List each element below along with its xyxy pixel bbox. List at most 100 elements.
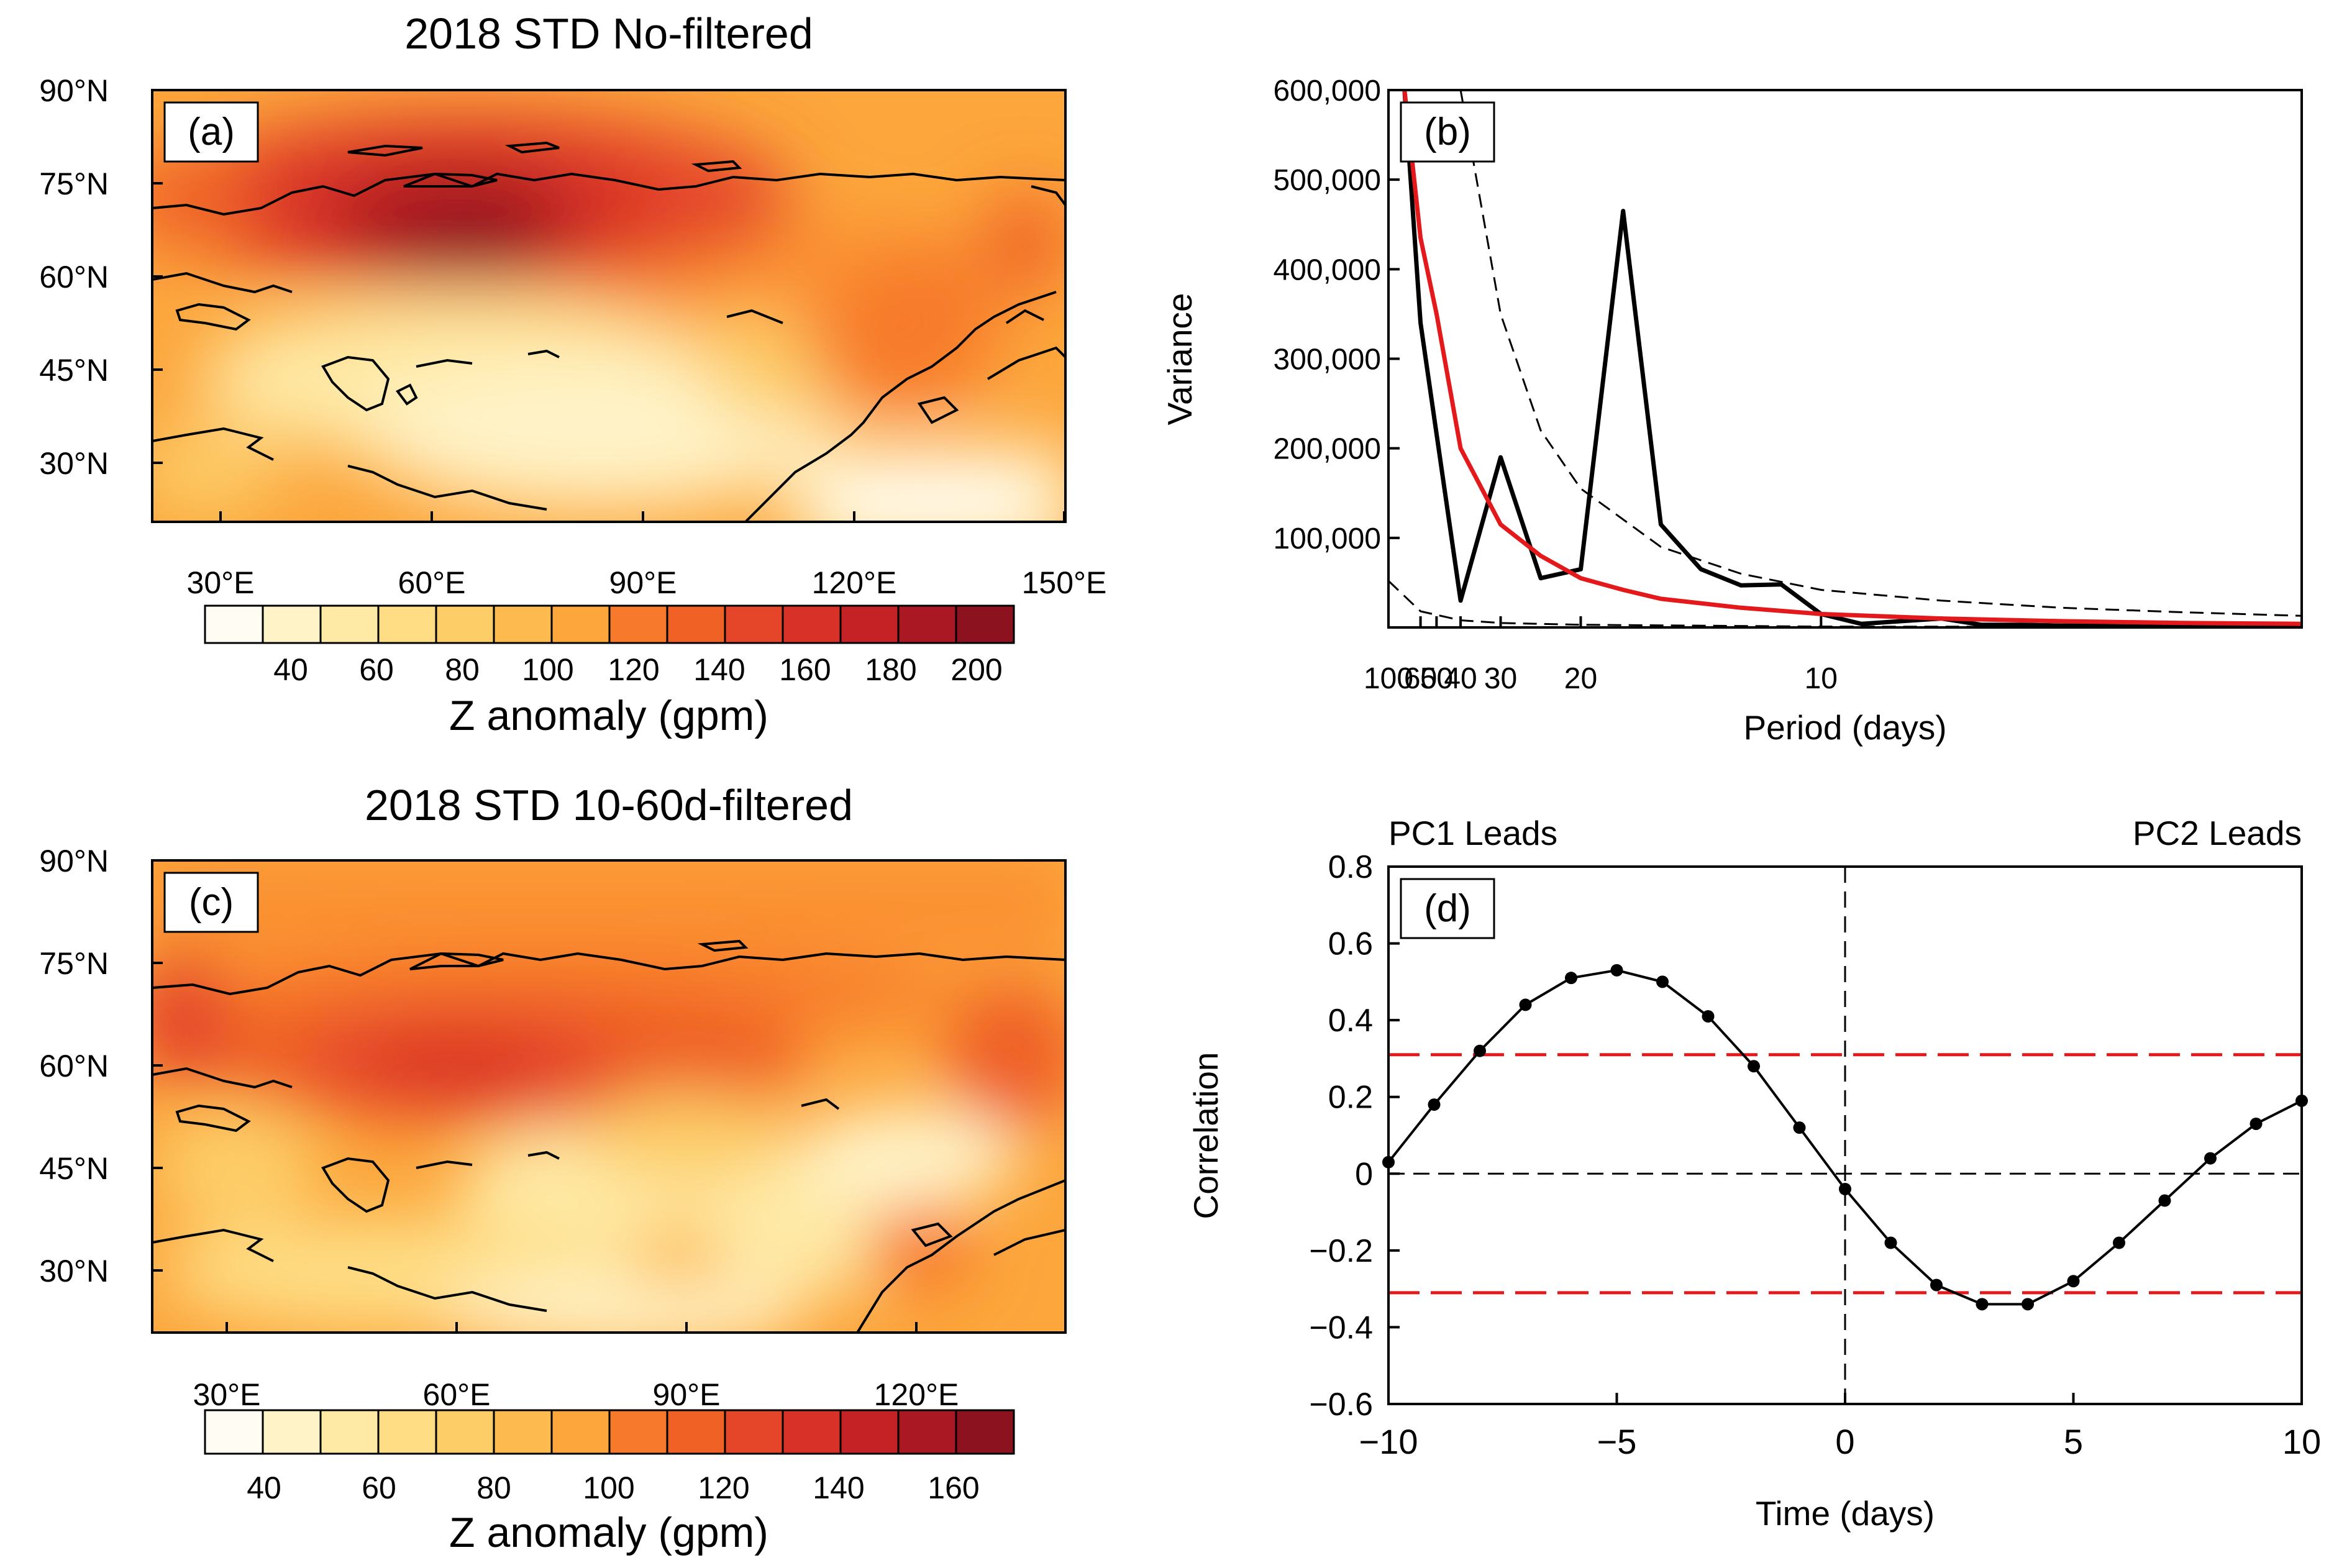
lon-tick: 90°E: [653, 1377, 721, 1412]
lat-tick: 30°N: [39, 446, 109, 481]
panel-a: 2018 STD No-filtered: [39, 9, 1106, 739]
correlation-point: [2250, 1117, 2263, 1130]
x-tick-label: 100: [1364, 662, 1413, 695]
x-tick-label: 30: [1484, 662, 1517, 695]
series-upper-bound: [1459, 90, 2302, 617]
series-red-noise: [1402, 90, 2302, 626]
colorbar-tick: 80: [445, 652, 480, 687]
y-tick-label: 0.6: [1328, 926, 1373, 962]
lat-tick: 60°N: [39, 260, 109, 294]
colorbar-swatch: [204, 604, 264, 644]
panel-c-title: 2018 STD 10-60d-filtered: [365, 781, 853, 829]
y-tick-label: 100,000: [1273, 522, 1381, 555]
y-tick-label: 0.8: [1328, 849, 1373, 885]
colorbar-swatch: [955, 604, 1015, 644]
correlation-point: [2158, 1194, 2171, 1207]
correlation-point: [1565, 972, 1577, 985]
panel-a-map: [152, 90, 1065, 522]
y-tick-label: 200,000: [1273, 433, 1381, 466]
x-tick-label: 50: [1420, 662, 1453, 695]
colorbar-swatch: [435, 1409, 495, 1455]
panel-a-coastlines: [152, 141, 1065, 522]
series-spectrum: [1402, 90, 2302, 627]
panel-a-frame: [151, 89, 1067, 523]
correlation-point: [1702, 1010, 1715, 1023]
y-tick-label: −0.2: [1309, 1233, 1373, 1269]
correlation-point: [2113, 1236, 2125, 1249]
correlation-point: [1610, 964, 1623, 977]
y-tick-label: 0.2: [1328, 1080, 1373, 1116]
panel-a-label-box: (a): [163, 101, 259, 163]
x-tick-label: 5: [2064, 1422, 2083, 1461]
colorbar-swatch: [319, 604, 380, 644]
colorbar-tick: 180: [865, 652, 916, 687]
panel-d-right-note: PC2 Leads: [2133, 814, 2302, 852]
lat-tick: 30°N: [39, 1254, 109, 1288]
correlation-point: [1930, 1279, 1943, 1292]
panel-c-frame: [151, 859, 1067, 1334]
colorbar-swatch: [319, 1409, 380, 1455]
colorbar-swatch: [262, 1409, 322, 1455]
colorbar-tick: 60: [359, 652, 394, 687]
colorbar-tick: 160: [928, 1470, 979, 1505]
panel-d-label-box: (d): [1400, 878, 1495, 939]
colorbar-tick: 120: [608, 652, 659, 687]
colorbar-swatch: [724, 1409, 784, 1455]
colorbar-swatch: [897, 1409, 957, 1455]
panel-b: 600,000 500,000 400,000 300,000 200,000 100,0…: [1160, 75, 2303, 747]
correlation-point: [1428, 1098, 1441, 1111]
y-tick-label: 300,000: [1273, 344, 1381, 376]
colorbar-swatch: [666, 1409, 726, 1455]
colorbar-tick: 40: [273, 652, 308, 687]
panel-c: 2018 STD 10-60d-filtered: [39, 781, 1067, 1556]
panel-b-plot-area: [1388, 90, 2302, 627]
colorbar-swatch: [724, 604, 784, 644]
colorbar-swatch: [839, 1409, 900, 1455]
correlation-point: [1748, 1060, 1760, 1073]
y-tick-label: 0.4: [1328, 1003, 1373, 1039]
panel-a-colorbar: [204, 604, 1015, 644]
x-tick-label: 10: [2282, 1422, 2321, 1461]
colorbar-tick: 140: [813, 1470, 864, 1505]
panel-b-xlabel: Period (days): [1743, 708, 1946, 747]
correlation-point: [2067, 1275, 2080, 1288]
colorbar-swatch: [897, 604, 957, 644]
x-tick-label: 10: [1805, 662, 1838, 695]
y-tick-label: 600,000: [1273, 75, 1381, 107]
panel-d-ylabel: Correlation: [1187, 1052, 1225, 1219]
correlation-point: [1884, 1236, 1897, 1249]
colorbar-tick: 40: [247, 1470, 281, 1505]
colorbar-swatch: [493, 604, 553, 644]
colorbar-swatch: [377, 604, 437, 644]
panel-b-frame: [1387, 89, 2303, 629]
colorbar-swatch: [262, 604, 322, 644]
panel-d-left-note: PC1 Leads: [1388, 814, 1557, 852]
panel-b-axes: 600,000 500,000 400,000 300,000 200,000 100,0…: [1273, 75, 1838, 695]
panel-d-axes: 0.8 0.6 0.4 0.2 0 −0.2 −0.4 −0.6−10 −5 0 5 10: [1309, 849, 2321, 1461]
correlation-point: [2204, 1152, 2217, 1165]
panel-a-lat-ticks: 90°N 75°N 60°N 45°N 30°N: [39, 73, 109, 481]
colorbar-swatch: [550, 1409, 611, 1455]
colorbar-swatch: [782, 1409, 842, 1455]
correlation-point: [1656, 975, 1669, 988]
lon-tick: 150°E: [1022, 565, 1107, 600]
y-tick-label: −0.6: [1309, 1387, 1373, 1423]
panel-c-lat-ticks: 90°N 75°N 60°N 45°N 30°N: [39, 844, 109, 1288]
panel-c-map: [152, 860, 1065, 1333]
panel-d-plot-area: [1382, 867, 2308, 1404]
correlation-point: [1976, 1298, 1989, 1311]
lat-tick: 75°N: [39, 946, 109, 981]
panel-b-ylabel: Variance: [1160, 293, 1199, 426]
colorbar-tick: 80: [476, 1470, 511, 1505]
colorbar-swatch: [839, 604, 900, 644]
lon-tick: 30°E: [193, 1377, 261, 1412]
correlation-point: [1839, 1183, 1851, 1195]
y-tick-label: 500,000: [1273, 164, 1381, 197]
colorbar-swatch: [608, 604, 668, 644]
panel-d: PC1 Leads PC2 Leads 0.8 0.6 0.4 0.2 0 −0.2 −0.…: [1187, 814, 2321, 1533]
colorbar-tick: 100: [522, 652, 573, 687]
colorbar-tick: 120: [698, 1470, 749, 1505]
correlation-point: [2022, 1298, 2034, 1311]
panel-c-coastlines: [152, 939, 1065, 1333]
